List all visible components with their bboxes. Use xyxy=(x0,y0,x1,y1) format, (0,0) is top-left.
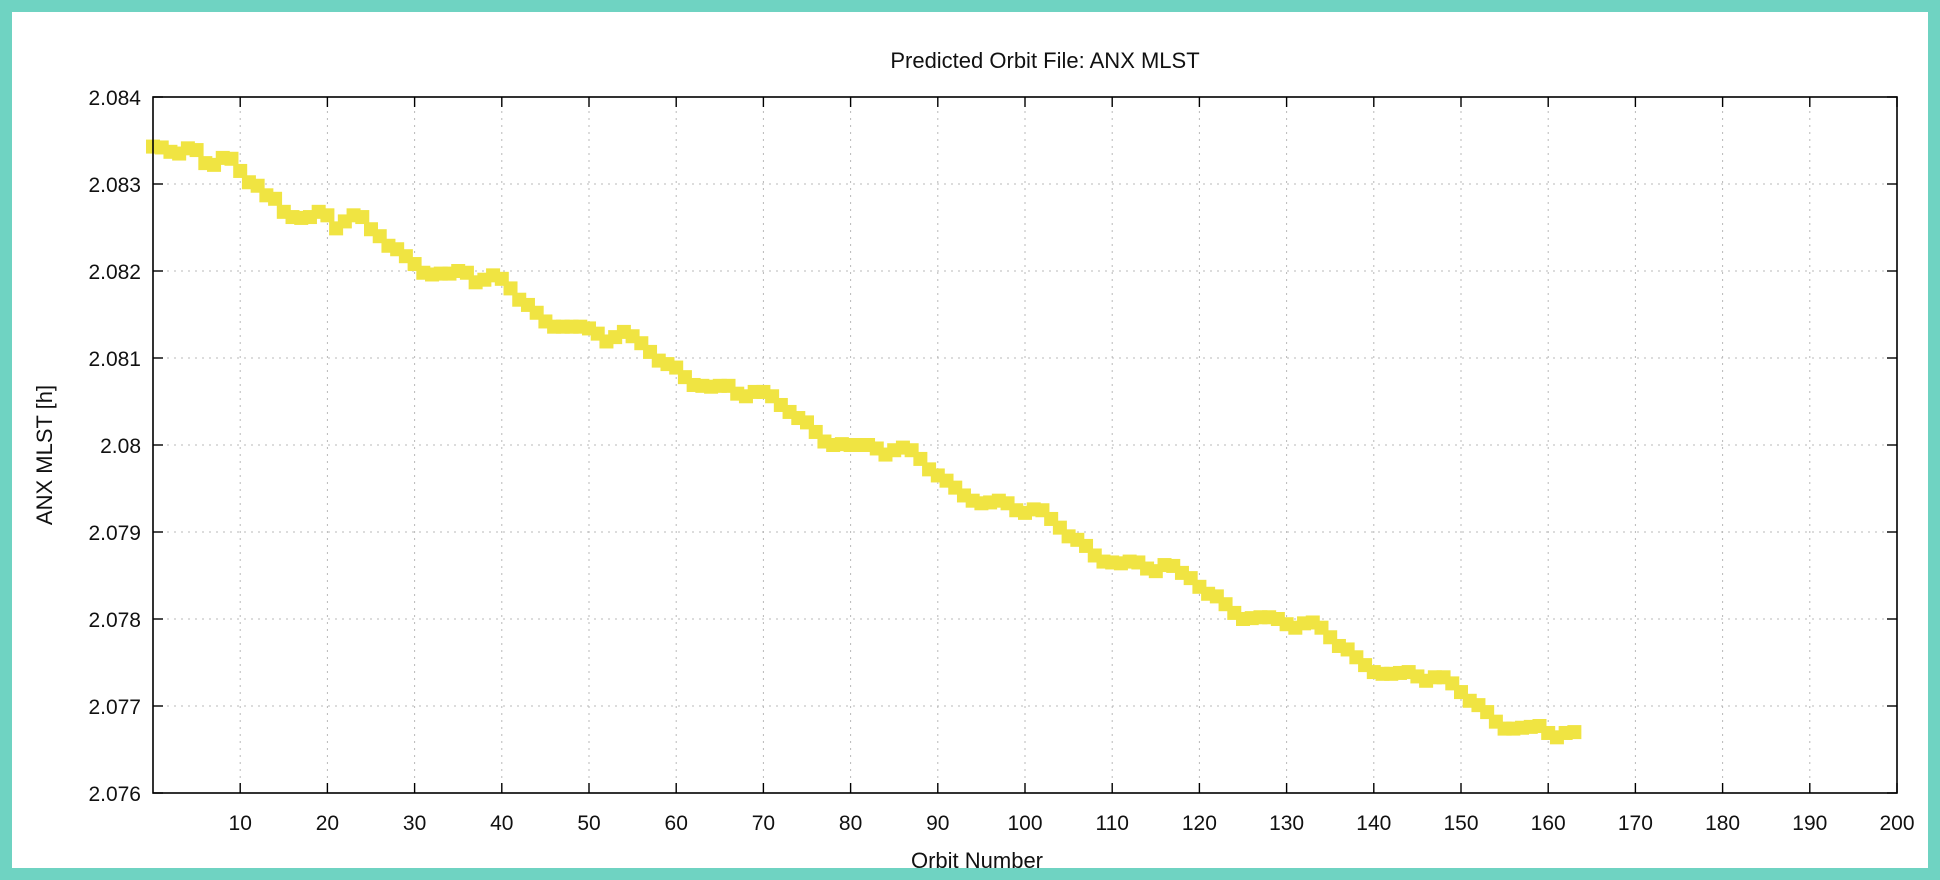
x-tick-label: 40 xyxy=(490,812,513,835)
y-tick-label: 2.076 xyxy=(88,783,141,806)
x-tick-label: 140 xyxy=(1356,812,1391,835)
data-point xyxy=(224,151,239,166)
chart-title: Predicted Orbit File: ANX MLST xyxy=(890,48,1199,73)
y-tick-label: 2.083 xyxy=(88,174,141,197)
x-tick-label: 150 xyxy=(1443,812,1478,835)
x-tick-label: 80 xyxy=(839,812,862,835)
data-point xyxy=(355,210,370,225)
data-point xyxy=(189,143,204,158)
y-tick-label: 2.08 xyxy=(100,435,141,458)
x-tick-label: 30 xyxy=(403,812,426,835)
y-axis-label: ANX MLST [h] xyxy=(32,385,57,525)
data-point xyxy=(320,208,335,223)
x-tick-label: 200 xyxy=(1879,812,1914,835)
x-tick-label: 190 xyxy=(1792,812,1827,835)
x-tick-label: 90 xyxy=(926,812,949,835)
data-point xyxy=(233,163,248,178)
x-tick-label: 20 xyxy=(316,812,339,835)
y-tick-label: 2.079 xyxy=(88,522,141,545)
x-tick-label: 50 xyxy=(577,812,600,835)
y-tick-label: 2.082 xyxy=(88,261,141,284)
x-axis-label: Orbit Number xyxy=(911,848,1043,873)
y-tick-label: 2.084 xyxy=(88,87,141,110)
data-point xyxy=(1567,725,1582,740)
y-tick-label: 2.081 xyxy=(88,348,141,371)
x-tick-label: 180 xyxy=(1705,812,1740,835)
data-point xyxy=(268,191,283,206)
x-tick-label: 130 xyxy=(1269,812,1304,835)
x-tick-label: 60 xyxy=(665,812,688,835)
ticks-layer: 10 20 30 40 50 60 70 80 90 100 110 120 130 140 150 160 1… xyxy=(88,87,1914,835)
x-tick-label: 160 xyxy=(1531,812,1566,835)
x-tick-label: 110 xyxy=(1095,812,1128,835)
grid-layer xyxy=(153,97,1897,793)
data-point xyxy=(503,281,518,296)
x-tick-label: 100 xyxy=(1007,812,1042,835)
series-anx-mlst xyxy=(146,139,1582,745)
x-tick-label: 120 xyxy=(1182,812,1217,835)
y-tick-label: 2.078 xyxy=(88,609,141,632)
plot-area-frame xyxy=(152,96,1898,794)
x-tick-label: 10 xyxy=(229,812,252,835)
y-tick-label: 2.077 xyxy=(88,696,141,719)
x-tick-label: 70 xyxy=(752,812,775,835)
x-tick-label: 170 xyxy=(1618,812,1653,835)
